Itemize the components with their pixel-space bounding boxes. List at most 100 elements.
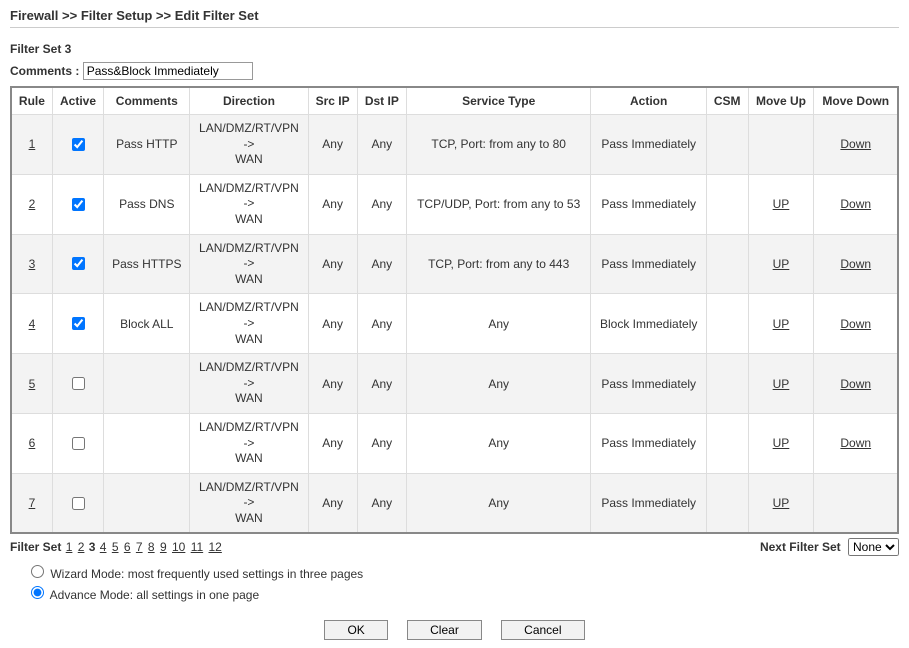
move-up-link[interactable]: UP	[773, 317, 790, 331]
action-cell: Pass Immediately	[591, 115, 707, 175]
rule-link[interactable]: 1	[29, 137, 36, 151]
direction-cell: LAN/DMZ/RT/VPN->WAN	[190, 115, 308, 175]
dst-cell: Any	[357, 234, 406, 294]
active-checkbox[interactable]	[72, 198, 85, 211]
rule-link[interactable]: 4	[29, 317, 36, 331]
move-up-link[interactable]: UP	[773, 257, 790, 271]
service-cell: Any	[406, 413, 590, 473]
col-dstip: Dst IP	[357, 87, 406, 115]
csm-cell	[706, 354, 748, 414]
direction-cell: LAN/DMZ/RT/VPN->WAN	[190, 174, 308, 234]
col-csm: CSM	[706, 87, 748, 115]
table-row: 3Pass HTTPSLAN/DMZ/RT/VPN->WANAnyAnyTCP,…	[11, 234, 898, 294]
cancel-button[interactable]: Cancel	[501, 620, 584, 640]
wizard-mode-label: Wizard Mode: most frequently used settin…	[50, 567, 363, 581]
rule-comment: Block ALL	[104, 294, 190, 354]
move-down-link[interactable]: Down	[840, 257, 871, 271]
col-srcip: Src IP	[308, 87, 357, 115]
csm-cell	[706, 174, 748, 234]
rule-link[interactable]: 2	[29, 197, 36, 211]
active-checkbox[interactable]	[72, 317, 85, 330]
move-down-link[interactable]: Down	[840, 197, 871, 211]
active-checkbox[interactable]	[72, 377, 85, 390]
pager-link[interactable]: 11	[191, 540, 203, 554]
action-cell: Pass Immediately	[591, 354, 707, 414]
rule-comment	[104, 354, 190, 414]
pager-current: 3	[89, 540, 96, 554]
dst-cell: Any	[357, 115, 406, 175]
move-up-link[interactable]: UP	[773, 377, 790, 391]
wizard-mode-radio[interactable]	[31, 565, 44, 578]
src-cell: Any	[308, 174, 357, 234]
pager-link[interactable]: 5	[112, 540, 119, 554]
active-checkbox[interactable]	[72, 497, 85, 510]
service-cell: Any	[406, 473, 590, 533]
col-service: Service Type	[406, 87, 590, 115]
table-row: 1Pass HTTPLAN/DMZ/RT/VPN->WANAnyAnyTCP, …	[11, 115, 898, 175]
rule-comment: Pass DNS	[104, 174, 190, 234]
comments-input[interactable]	[83, 62, 253, 80]
service-cell: TCP, Port: from any to 80	[406, 115, 590, 175]
pager-link[interactable]: 2	[78, 540, 85, 554]
pager-link[interactable]: 6	[124, 540, 131, 554]
src-cell: Any	[308, 473, 357, 533]
src-cell: Any	[308, 413, 357, 473]
active-checkbox[interactable]	[72, 437, 85, 450]
rule-comment	[104, 413, 190, 473]
move-up-link[interactable]: UP	[773, 496, 790, 510]
clear-button[interactable]: Clear	[407, 620, 482, 640]
pager-link[interactable]: 4	[100, 540, 107, 554]
direction-cell: LAN/DMZ/RT/VPN->WAN	[190, 473, 308, 533]
pager-link[interactable]: 1	[66, 540, 73, 554]
dst-cell: Any	[357, 354, 406, 414]
col-moveup: Move Up	[748, 87, 814, 115]
pager-link[interactable]: 7	[136, 540, 143, 554]
action-cell: Pass Immediately	[591, 234, 707, 294]
col-direction: Direction	[190, 87, 308, 115]
col-active: Active	[52, 87, 103, 115]
rule-link[interactable]: 5	[29, 377, 36, 391]
filter-set-pager: Filter Set 1 2 3 4 5 6 7 8 9 10 11 12	[10, 540, 223, 554]
src-cell: Any	[308, 115, 357, 175]
pager-link[interactable]: 9	[160, 540, 167, 554]
rule-link[interactable]: 3	[29, 257, 36, 271]
dst-cell: Any	[357, 413, 406, 473]
move-up-link[interactable]: UP	[773, 197, 790, 211]
src-cell: Any	[308, 234, 357, 294]
move-down-link[interactable]: Down	[840, 377, 871, 391]
pager-link[interactable]: 8	[148, 540, 155, 554]
active-checkbox[interactable]	[72, 138, 85, 151]
move-down-link[interactable]: Down	[840, 436, 871, 450]
move-down-link[interactable]: Down	[840, 137, 871, 151]
ok-button[interactable]: OK	[324, 620, 387, 640]
service-cell: TCP/UDP, Port: from any to 53	[406, 174, 590, 234]
rules-table: Rule Active Comments Direction Src IP Ds…	[10, 86, 899, 534]
next-filter-select[interactable]: None	[848, 538, 899, 556]
table-row: 6LAN/DMZ/RT/VPN->WANAnyAnyAnyPass Immedi…	[11, 413, 898, 473]
rule-link[interactable]: 7	[29, 496, 36, 510]
pager-link[interactable]: 10	[172, 540, 185, 554]
col-rule: Rule	[11, 87, 52, 115]
table-row: 7LAN/DMZ/RT/VPN->WANAnyAnyAnyPass Immedi…	[11, 473, 898, 533]
col-movedown: Move Down	[814, 87, 898, 115]
src-cell: Any	[308, 354, 357, 414]
direction-cell: LAN/DMZ/RT/VPN->WAN	[190, 354, 308, 414]
active-checkbox[interactable]	[72, 257, 85, 270]
rule-link[interactable]: 6	[29, 436, 36, 450]
table-row: 2Pass DNSLAN/DMZ/RT/VPN->WANAnyAnyTCP/UD…	[11, 174, 898, 234]
service-cell: TCP, Port: from any to 443	[406, 234, 590, 294]
move-up-link[interactable]: UP	[773, 436, 790, 450]
csm-cell	[706, 115, 748, 175]
dst-cell: Any	[357, 473, 406, 533]
action-cell: Pass Immediately	[591, 473, 707, 533]
col-comments: Comments	[104, 87, 190, 115]
advance-mode-radio[interactable]	[31, 586, 44, 599]
table-row: 4Block ALLLAN/DMZ/RT/VPN->WANAnyAnyAnyBl…	[11, 294, 898, 354]
move-down-link[interactable]: Down	[840, 317, 871, 331]
rule-comment: Pass HTTP	[104, 115, 190, 175]
direction-cell: LAN/DMZ/RT/VPN->WAN	[190, 413, 308, 473]
pager-link[interactable]: 12	[209, 540, 222, 554]
service-cell: Any	[406, 354, 590, 414]
src-cell: Any	[308, 294, 357, 354]
csm-cell	[706, 473, 748, 533]
